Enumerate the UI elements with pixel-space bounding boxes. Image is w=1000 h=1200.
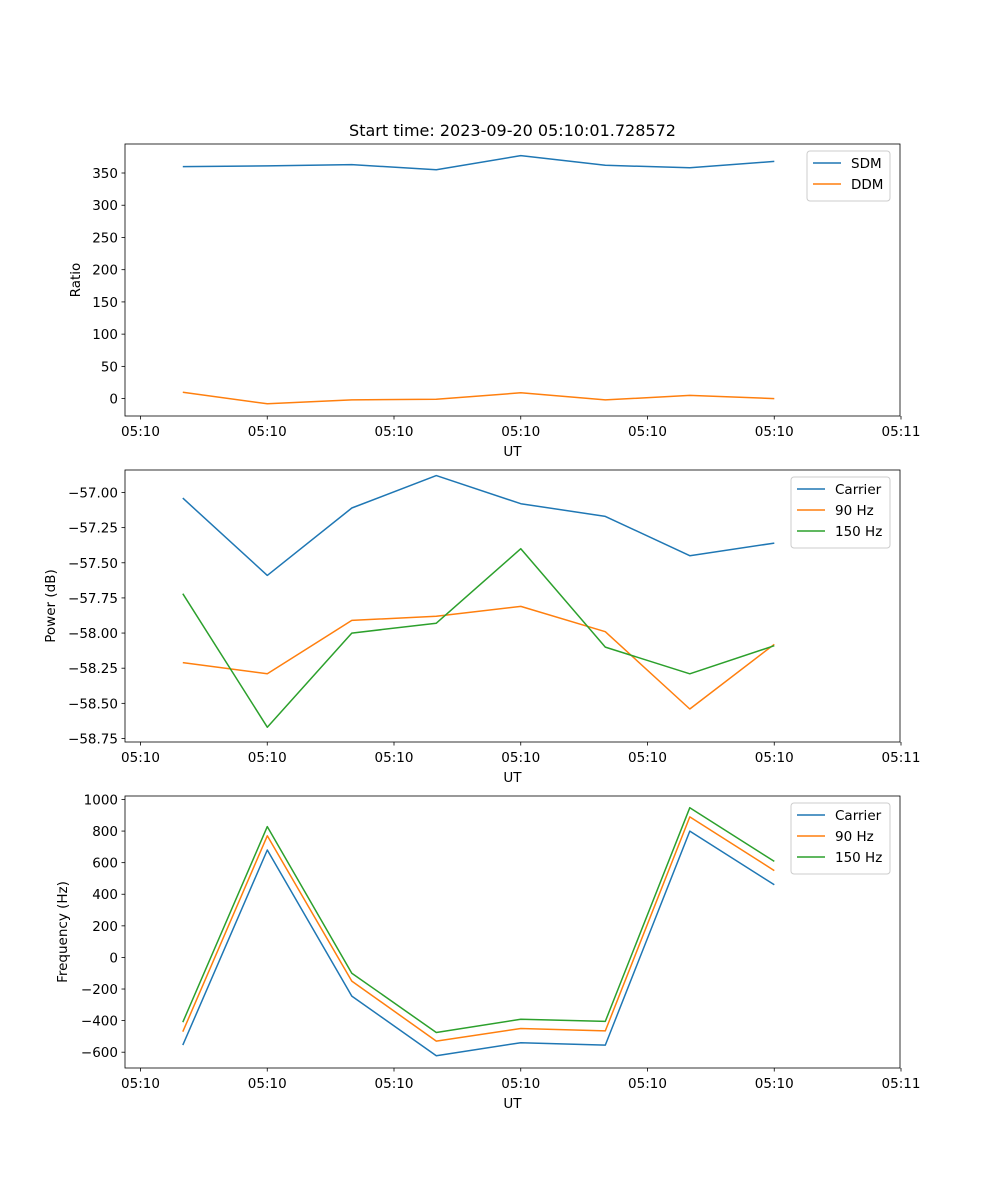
x-tick-label: 05:10 xyxy=(121,1076,160,1092)
axes-frame xyxy=(124,795,901,1069)
x-tick-label: 05:10 xyxy=(501,750,540,766)
legend-label: Carrier xyxy=(835,482,882,498)
axes-frame xyxy=(124,143,901,417)
series-line-sdm xyxy=(182,154,775,171)
y-tick-label: −57.25 xyxy=(68,521,118,537)
series-line-carrier xyxy=(182,474,775,577)
y-tick-label: −57.75 xyxy=(68,591,118,607)
x-tick-label: 05:10 xyxy=(375,424,414,440)
x-tick-label: 05:11 xyxy=(882,750,921,766)
x-tick-label: 05:10 xyxy=(628,1076,667,1092)
series-line-150-hz xyxy=(182,547,775,728)
y-tick-label: 150 xyxy=(92,295,118,311)
y-tick-label: −600 xyxy=(81,1045,118,1061)
x-tick-label: 05:10 xyxy=(375,750,414,766)
legend-label: 150 Hz xyxy=(835,524,882,540)
legend: Carrier 90 Hz 150 Hz xyxy=(790,802,891,875)
y-tick-label: 1000 xyxy=(84,792,118,808)
series-line-carrier xyxy=(182,830,775,1057)
series-line-90-hz xyxy=(182,605,775,710)
y-tick-label: −58.50 xyxy=(68,696,118,712)
y-tick-label: −58.25 xyxy=(68,661,118,677)
x-tick-label: 05:10 xyxy=(628,424,667,440)
series-line-ddm xyxy=(182,391,775,405)
x-tick-label: 05:10 xyxy=(755,1076,794,1092)
x-tick-label: 05:10 xyxy=(248,424,287,440)
chart-title: Start time: 2023-09-20 05:10:01.728572 xyxy=(349,121,676,140)
y-tick-label: −57.50 xyxy=(68,556,118,572)
legend-label: DDM xyxy=(851,177,883,193)
x-tick-label: 05:10 xyxy=(375,1076,414,1092)
y-axis-label: Power (dB) xyxy=(43,569,59,642)
legend-label: SDM xyxy=(851,156,882,172)
series-line-90-hz xyxy=(182,816,775,1042)
x-tick-label: 05:11 xyxy=(882,1076,921,1092)
legend-label: 150 Hz xyxy=(835,850,882,866)
x-tick-label: 05:10 xyxy=(501,424,540,440)
y-tick-label: 100 xyxy=(92,327,118,343)
y-tick-label: 350 xyxy=(92,166,118,182)
legend-label: Carrier xyxy=(835,808,882,824)
x-tick-label: 05:10 xyxy=(501,1076,540,1092)
y-tick-label: 250 xyxy=(92,230,118,246)
y-tick-label: −58.00 xyxy=(68,626,118,642)
y-tick-label: 600 xyxy=(92,856,118,872)
y-axis-label: Ratio xyxy=(68,263,84,298)
y-tick-label: −200 xyxy=(81,982,118,998)
chart-panel-1: 05:10 05:10 05:10 05:10 05:10 05:10 05:11 0 50 10… xyxy=(68,143,921,460)
x-axis-label: UT xyxy=(503,444,522,460)
x-axis-label: UT xyxy=(503,770,522,786)
x-tick-label: 05:10 xyxy=(121,750,160,766)
x-tick-label: 05:10 xyxy=(628,750,667,766)
y-tick-label: 50 xyxy=(101,359,118,375)
x-tick-label: 05:10 xyxy=(755,750,794,766)
y-tick-label: 200 xyxy=(92,263,118,279)
legend: SDM DDM xyxy=(806,150,891,202)
y-tick-label: 200 xyxy=(92,919,118,935)
series-line-150-hz xyxy=(182,806,775,1034)
y-tick-label: 800 xyxy=(92,824,118,840)
y-tick-label: 0 xyxy=(109,950,118,966)
y-tick-label: −400 xyxy=(81,1014,118,1030)
y-tick-label: −57.00 xyxy=(68,485,118,501)
x-tick-label: 05:11 xyxy=(882,424,921,440)
x-axis-label: UT xyxy=(503,1096,522,1112)
axes-frame xyxy=(124,469,901,743)
chart-panel-2: 05:10 05:10 05:10 05:10 05:10 05:10 05:11 −58.7… xyxy=(43,469,921,786)
x-tick-label: 05:10 xyxy=(248,1076,287,1092)
y-axis-label: Frequency (Hz) xyxy=(55,881,71,983)
x-tick-label: 05:10 xyxy=(248,750,287,766)
y-tick-label: 400 xyxy=(92,887,118,903)
legend: Carrier 90 Hz 150 Hz xyxy=(790,476,891,549)
y-tick-label: 0 xyxy=(109,392,118,408)
x-tick-label: 05:10 xyxy=(755,424,794,440)
x-tick-label: 05:10 xyxy=(121,424,160,440)
legend-label: 90 Hz xyxy=(835,503,874,519)
y-tick-label: 300 xyxy=(92,198,118,214)
chart-panel-3: 05:10 05:10 05:10 05:10 05:10 05:10 05:11 −600 −… xyxy=(55,792,920,1112)
y-tick-label: −58.75 xyxy=(68,731,118,747)
legend-label: 90 Hz xyxy=(835,829,874,845)
